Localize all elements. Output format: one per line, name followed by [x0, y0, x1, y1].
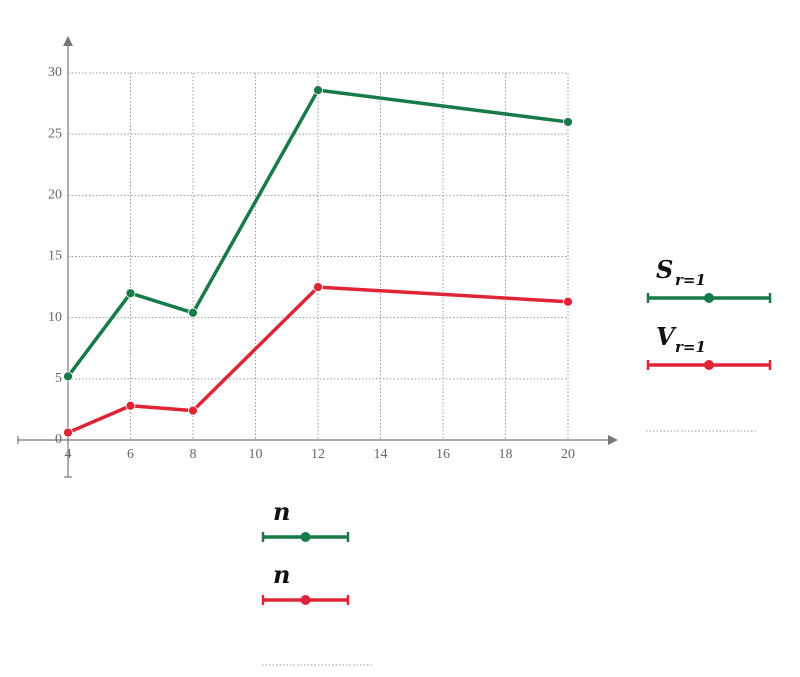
legend-marker: [300, 532, 311, 542]
legend-label: V: [656, 322, 677, 351]
data-point: [188, 405, 198, 416]
data-point: [563, 296, 573, 307]
grid: [67, 72, 569, 441]
legend-subscript: r=1: [675, 338, 706, 356]
data-point: [63, 371, 73, 382]
y-axis-arrow: [63, 36, 73, 46]
y-tick-label: 20: [48, 188, 62, 203]
data-point: [125, 288, 136, 299]
y-tick-label: 5: [55, 371, 62, 386]
data-point: [125, 400, 136, 411]
y-tick-label: 25: [48, 126, 62, 141]
x-axis-arrow: [608, 435, 618, 445]
axes: [17, 36, 618, 478]
y-tick-label: 30: [48, 65, 62, 80]
y-tick-label: 15: [48, 249, 62, 264]
x-tick-label: 6: [127, 447, 134, 462]
data-point: [188, 307, 198, 318]
x-tick-label: 10: [249, 447, 263, 462]
legend-marker: [300, 595, 311, 605]
x-tick-label: 14: [374, 447, 388, 462]
legend-marker: [704, 360, 714, 370]
data-point: [563, 117, 573, 127]
x-tick-label: 4: [65, 447, 72, 462]
legend-marker: [704, 293, 714, 303]
x-tick-label: 16: [436, 447, 450, 462]
data-point: [313, 282, 323, 292]
x-tick-label: 12: [311, 447, 325, 462]
data-point: [63, 427, 73, 438]
legend-label: S: [656, 255, 673, 284]
y-tick-label: 0: [55, 432, 62, 447]
y-tick-label: 10: [48, 310, 62, 325]
x-tick-label: 8: [190, 447, 197, 462]
legend-subscript: r=1: [675, 271, 706, 289]
x-legend-label: n: [273, 560, 290, 589]
x-tick-label: 20: [561, 447, 575, 462]
x-tick-label: 18: [499, 447, 513, 462]
x-legend-label: n: [273, 497, 290, 526]
data-point: [313, 85, 323, 96]
